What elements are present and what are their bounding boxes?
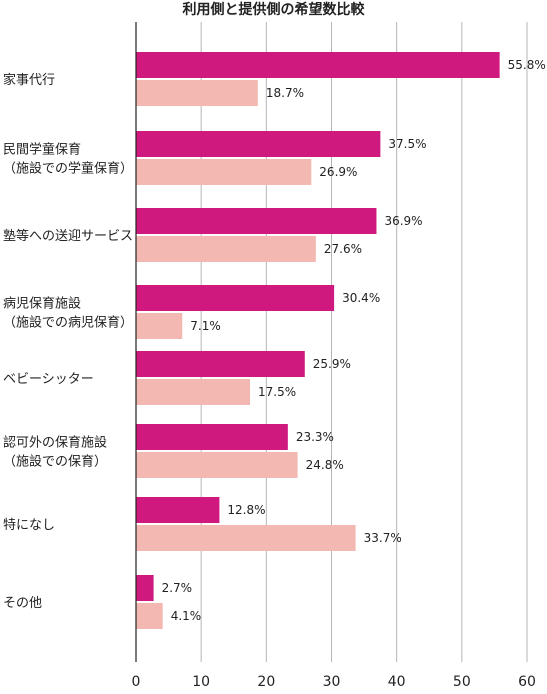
x-tick-label: 10 [192,674,210,690]
value-label: 4.1% [171,609,202,623]
x-tick-label: 0 [132,674,141,690]
bar-series-1 [136,52,500,78]
x-tick-label: 50 [453,674,471,690]
category-label: 特になし [3,518,55,533]
bar-series-2 [136,159,312,185]
category-label: 認可外の保育施設 [3,435,107,451]
category-label: 病児保育施設 [3,296,81,312]
value-label: 33.7% [364,531,402,545]
value-label: 26.9% [319,165,357,179]
category-label: 塾等への送迎サービス [3,228,133,244]
value-label: 27.6% [324,242,362,256]
bar-series-1 [136,575,154,601]
bar-series-2 [136,379,251,405]
bar-series-1 [136,424,288,450]
chart-title: 利用側と提供側の希望数比較 [182,2,365,18]
bar-series-2 [136,313,183,339]
category-label: その他 [3,596,42,611]
category-label: （施設での保育） [3,454,107,470]
bar-series-1 [136,131,381,157]
bar-series-1 [136,208,377,234]
category-label: 家事代行 [3,72,55,88]
x-tick-label: 60 [518,674,536,690]
value-label: 12.8% [227,503,265,517]
bar-series-2 [136,452,298,478]
bar-series-2 [136,525,356,551]
value-label: 36.9% [384,214,422,228]
value-label: 23.3% [296,430,334,444]
value-label: 7.1% [190,319,221,333]
bar-series-2 [136,603,163,629]
value-label: 37.5% [388,137,426,151]
value-label: 2.7% [162,581,193,595]
x-tick-label: 40 [388,674,406,690]
category-label: （施設での学童保育） [3,161,133,177]
category-label: ベビーシッター [3,372,94,387]
value-label: 24.8% [306,458,344,472]
bar-series-1 [136,497,220,523]
bar-series-1 [136,351,305,377]
bar-series-2 [136,236,316,262]
bar-series-2 [136,80,258,106]
value-label: 30.4% [342,291,380,305]
bar-series-1 [136,285,335,311]
value-label: 17.5% [258,385,296,399]
category-label: （施設での病児保育） [3,315,133,331]
x-tick-label: 30 [323,674,341,690]
value-label: 25.9% [313,357,351,371]
value-label: 55.8% [508,58,546,72]
category-label: 民間学童保育 [3,142,81,158]
value-label: 18.7% [266,86,304,100]
x-tick-label: 20 [257,674,275,690]
